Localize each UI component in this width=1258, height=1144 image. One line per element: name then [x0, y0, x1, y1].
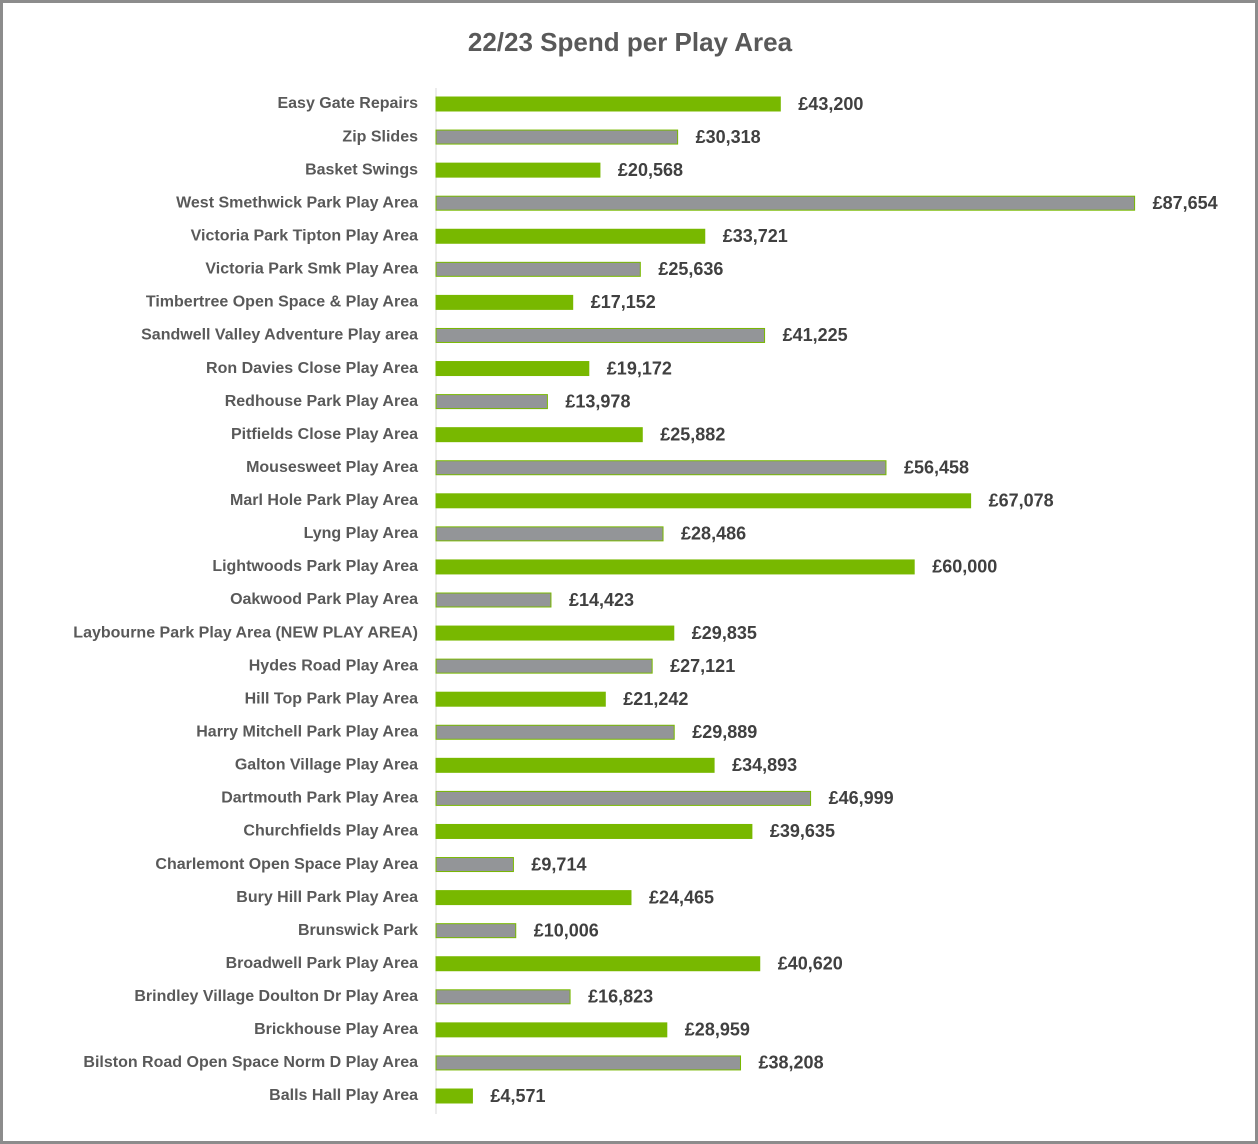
y-tick-label: Churchfields Play Area [243, 823, 418, 840]
value-label: £56,458 [904, 457, 969, 477]
y-tick-label: Lyng Play Area [304, 525, 419, 542]
y-tick-label: Balls Hall Play Area [269, 1087, 418, 1104]
y-tick-label: Bury Hill Park Play Area [236, 889, 418, 906]
value-label: £27,121 [670, 656, 735, 676]
value-label: £29,835 [692, 623, 757, 643]
bar [435, 790, 812, 806]
y-tick-label: Easy Gate Repairs [277, 95, 418, 112]
y-tick-label: Brunswick Park [298, 922, 418, 939]
bar [435, 989, 571, 1005]
y-tick-label: Dartmouth Park Play Area [221, 790, 418, 807]
y-tick-label: Marl Hole Park Play Area [230, 492, 418, 509]
bar [435, 625, 675, 641]
bar [435, 559, 915, 575]
y-tick-label: Zip Slides [342, 128, 418, 145]
bar [435, 427, 643, 443]
value-label: £67,078 [989, 491, 1054, 511]
value-label: £25,636 [658, 259, 723, 279]
y-tick-label: Oakwood Park Play Area [230, 591, 418, 608]
bar [435, 857, 514, 873]
value-label: £43,200 [798, 94, 863, 114]
bar [435, 1022, 668, 1038]
y-tick-label: Bilston Road Open Space Norm D Play Area [83, 1054, 418, 1071]
bar [435, 923, 517, 939]
value-label: £10,006 [534, 920, 599, 940]
y-tick-label: Lightwoods Park Play Area [212, 558, 418, 575]
y-tick-label: Hill Top Park Play Area [245, 690, 419, 707]
y-tick-label: Brindley Village Doulton Dr Play Area [134, 988, 418, 1005]
value-label: £25,882 [660, 424, 725, 444]
value-label: £87,654 [1153, 193, 1218, 213]
bar [435, 757, 715, 773]
value-label: £13,978 [565, 391, 630, 411]
value-label: £33,721 [723, 226, 788, 246]
value-label: £38,208 [759, 1053, 824, 1073]
y-tick-label: West Smethwick Park Play Area [176, 194, 418, 211]
y-tick-label: Victoria Park Tipton Play Area [191, 227, 418, 244]
value-label: £46,999 [829, 788, 894, 808]
bar [435, 493, 972, 509]
bar [435, 361, 590, 377]
value-label: £19,172 [607, 358, 672, 378]
bar [435, 261, 641, 277]
value-label: £29,889 [692, 722, 757, 742]
bar [435, 956, 761, 972]
y-tick-label: Broadwell Park Play Area [226, 955, 418, 972]
y-tick-label: Sandwell Valley Adventure Play area [141, 327, 418, 344]
y-tick-label: Timbertree Open Space & Play Area [146, 294, 418, 311]
value-label: £30,318 [696, 127, 761, 147]
value-label: £34,893 [732, 755, 797, 775]
bar [435, 327, 766, 343]
y-tick-label: Mousesweet Play Area [246, 459, 418, 476]
y-tick-label: Harry Mitchell Park Play Area [196, 723, 418, 740]
bar [435, 724, 675, 740]
chart-title: 22/23 Spend per Play Area [468, 27, 793, 57]
value-label: £17,152 [591, 292, 656, 312]
bar [435, 1055, 742, 1071]
bar [435, 162, 601, 178]
value-label: £4,571 [490, 1086, 545, 1106]
y-tick-label: Pitfields Close Play Area [231, 426, 418, 443]
value-label: £16,823 [588, 987, 653, 1007]
bar [435, 394, 548, 410]
bar [435, 890, 632, 906]
bar [435, 96, 781, 112]
value-label: £21,242 [623, 689, 688, 709]
y-tick-label: Ron Davies Close Play Area [206, 360, 418, 377]
bar [435, 460, 887, 476]
value-label: £41,225 [783, 325, 848, 345]
y-tick-label: Brickhouse Play Area [254, 1021, 418, 1038]
bar [435, 592, 552, 608]
y-tick-label: Laybourne Park Play Area (NEW PLAY AREA) [73, 624, 418, 641]
value-label: £14,423 [569, 590, 634, 610]
value-label: £28,959 [685, 1020, 750, 1040]
bar [435, 129, 679, 145]
value-label: £39,635 [770, 821, 835, 841]
bar [435, 195, 1136, 211]
value-label: £9,714 [531, 854, 586, 874]
value-label: £20,568 [618, 160, 683, 180]
y-tick-label: Basket Swings [305, 161, 418, 178]
bar [435, 526, 664, 542]
bar [435, 658, 653, 674]
value-label: £40,620 [778, 953, 843, 973]
value-label: £24,465 [649, 887, 714, 907]
value-label: £60,000 [932, 557, 997, 577]
value-label: £28,486 [681, 524, 746, 544]
bar [435, 294, 574, 310]
bar [435, 228, 706, 244]
bar [435, 1088, 473, 1104]
y-tick-label: Galton Village Play Area [235, 757, 418, 774]
bar [435, 823, 753, 839]
y-tick-label: Hydes Road Play Area [249, 657, 418, 674]
y-tick-label: Redhouse Park Play Area [225, 393, 418, 410]
y-tick-label: Charlemont Open Space Play Area [155, 856, 418, 873]
y-tick-label: Victoria Park Smk Play Area [205, 261, 418, 278]
bar [435, 691, 606, 707]
